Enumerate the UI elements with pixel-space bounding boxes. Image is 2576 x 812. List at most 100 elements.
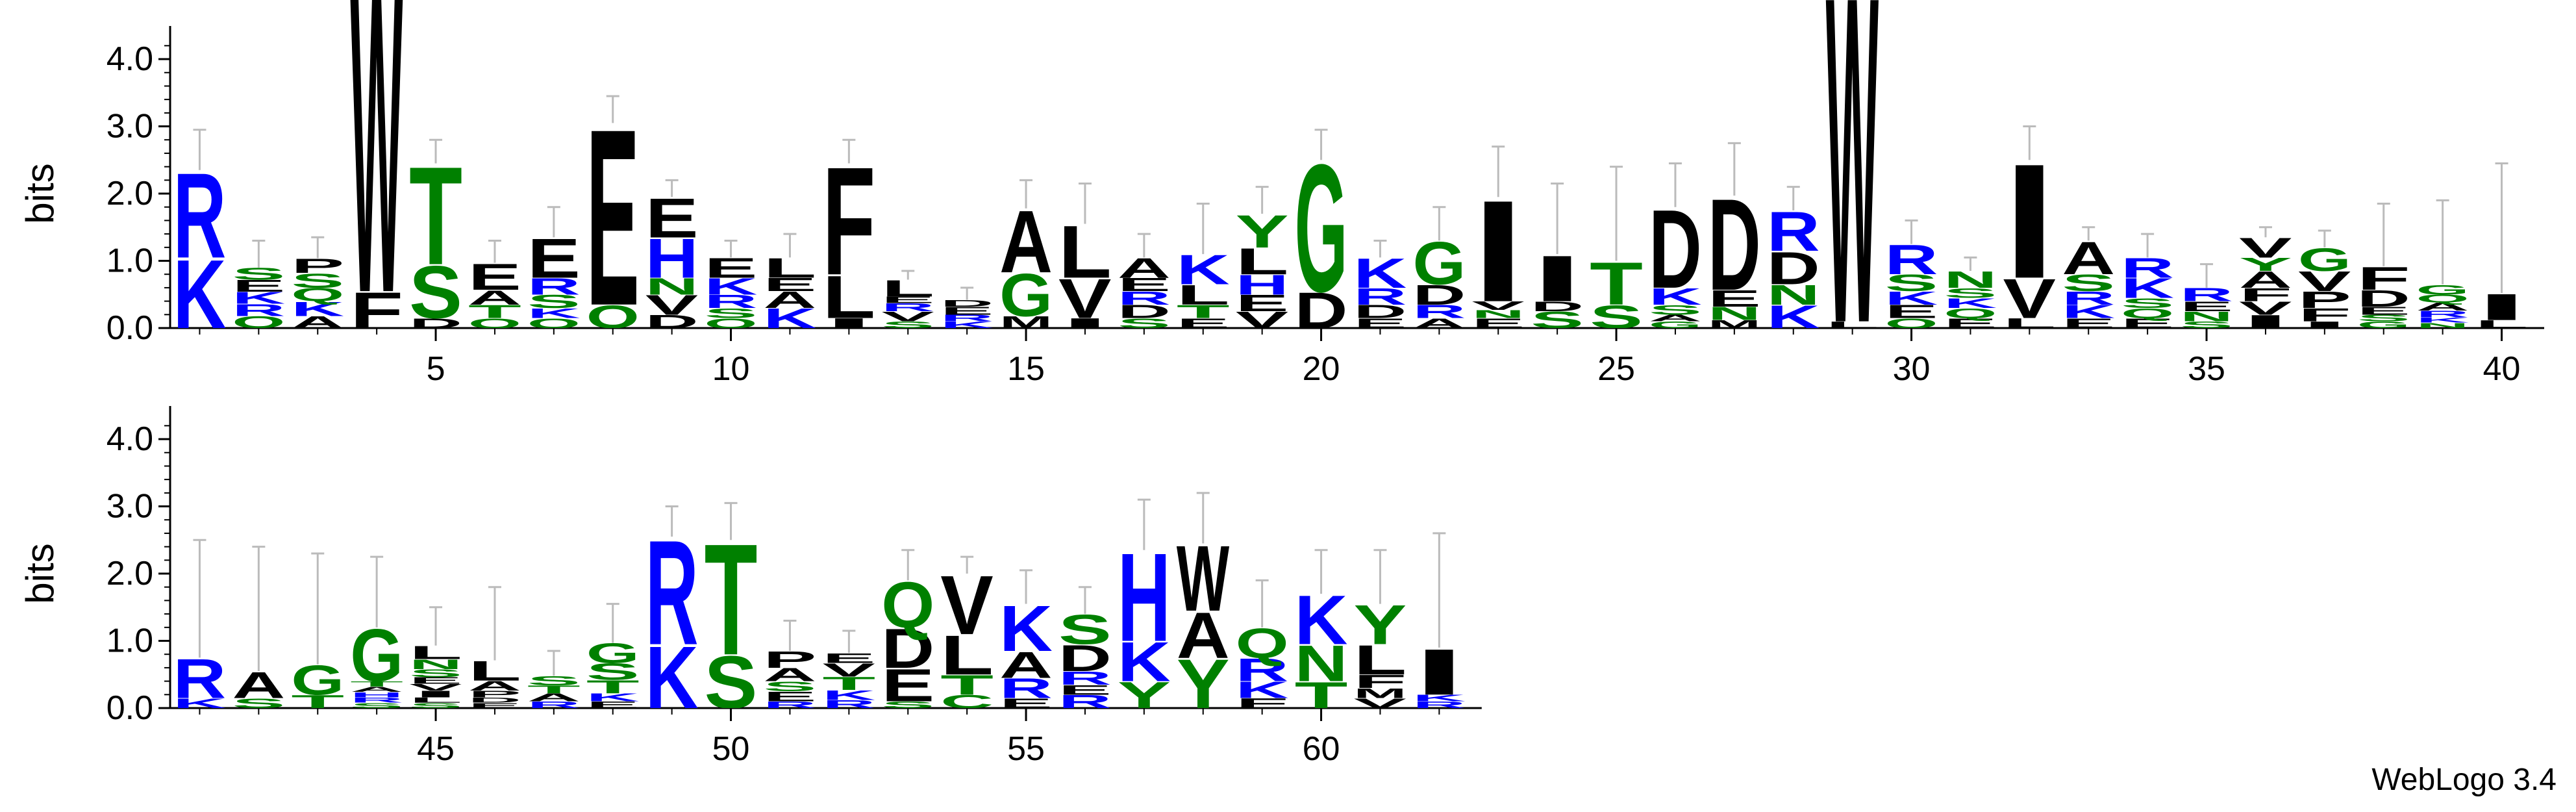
logo-letter-H: H [350,691,403,699]
logo-letter-E: E [1236,290,1289,316]
logo-letter-D: D [645,311,699,332]
logo-letter-S: S [1531,307,1584,333]
error-bar [2082,226,2095,241]
position-62: RKI [1412,532,1466,708]
logo-letter-E: E [1058,682,1112,698]
x-tick-label: 55 [1007,730,1045,768]
logo-letter-E: E [468,256,521,298]
logo-letter-K: K [1885,288,1938,309]
logo-letter-K: K [1295,581,1348,659]
logo-letter-S: S [2121,295,2174,311]
logo-letter-S: S [705,641,758,725]
logo-letter-V: V [940,558,994,652]
logo-letter-S: S [1885,270,1938,296]
error-bar [2141,233,2155,258]
logo-letter-R: R [1058,691,1112,712]
logo-letter-A: A [2062,233,2115,285]
logo-letter-A: A [468,678,521,694]
logo-letter-T: T [1590,250,1643,318]
position-5: DST [409,138,462,328]
logo-letter-Q: Q [705,316,758,331]
logo-letter-K: K [2121,273,2174,304]
error-bar [429,606,443,646]
logo-letter-Q: Q [527,316,581,331]
logo-letter-T: T [822,673,875,694]
logo-letter-N: N [1708,303,1761,324]
error-bar [2436,199,2449,285]
logo-letter-A: A [2416,301,2470,313]
logo-letter-K: K [1944,296,1997,311]
logo-letter-K: K [705,273,758,299]
error-bar [1610,166,1623,261]
error-bar [665,179,679,197]
position-60: TNK [1295,549,1348,708]
error-bar [1078,183,1092,224]
logo-letter-I: I [1058,316,1112,331]
logo-letter-F: F [1354,671,1407,692]
logo-letter-K: K [1236,677,1289,703]
logo-letter-R: R [527,700,581,710]
error-bar [2200,263,2214,288]
position-50: ST [705,501,758,725]
logo-letter-Q: Q [586,299,640,335]
error-bar [2023,125,2036,160]
logo-letter-L: L [1354,637,1407,683]
error-bar [1314,549,1328,594]
error-bar [1137,233,1151,258]
position-43: TG [291,552,344,708]
logo-letter-Y: Y [1118,674,1171,716]
logo-letter-R: R [1354,283,1407,309]
logo-letter-R: R [2416,309,2470,320]
logo-letter-S: S [1649,302,1702,318]
logo-letter-L: L [1177,279,1230,311]
error-bar [1964,256,1977,272]
error-bar [311,552,325,665]
logo-letter-I: I [1471,171,1525,332]
error-bar [842,629,856,653]
logo-letter-G: G [2357,320,2410,330]
logo-letter-V: V [822,659,875,680]
logo-letter-N: N [1295,635,1348,692]
logo-letter-S: S [881,320,934,330]
logo-letter-S: S [881,700,934,710]
logo-letter-A: A [468,286,521,309]
logo-letter-E: E [2062,315,2115,331]
logo-letter-W: W [350,0,403,382]
error-bar [2258,226,2272,238]
logo-letter-K: K [764,303,817,334]
logo-letter-L: L [1058,210,1112,294]
logo-letter-S: S [350,702,403,710]
logo-letter-G: G [291,657,344,704]
y-tick-label: 2.0 [106,555,153,592]
logo-letter-S: S [527,291,581,312]
logo-letter-M: M [999,313,1053,332]
logo-letter-C: C [940,691,994,712]
error-bar [193,129,206,170]
y-tick-label: 0.0 [106,309,153,347]
logo-letter-E: E [527,227,581,290]
error-bar [1255,186,1269,214]
logo-letter-I: I [822,316,875,331]
error-bar [1373,549,1387,604]
error-bar [488,586,501,661]
logo-letter-S: S [586,659,640,685]
y-tick-label: 4.0 [106,420,153,458]
logo-letter-E: E [764,274,817,295]
logo-letter-S: S [527,673,581,688]
logo-letter-L: L [822,263,875,331]
error-bar [1019,179,1033,209]
logo-letter-E: E [1708,286,1761,312]
error-bar [783,233,797,258]
logo-letter-D: D [1118,301,1171,322]
